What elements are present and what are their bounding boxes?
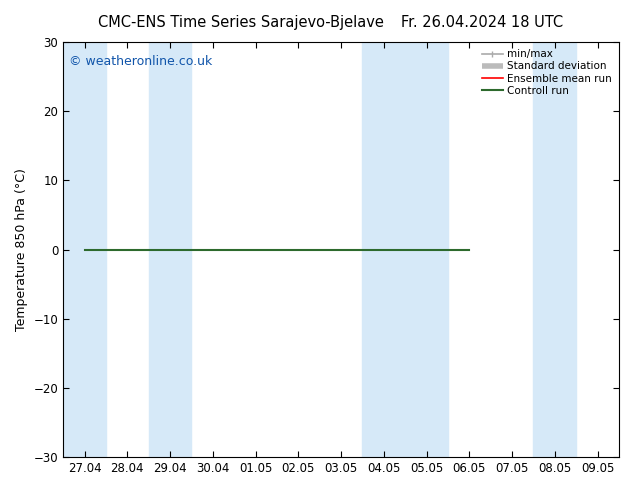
Legend: min/max, Standard deviation, Ensemble mean run, Controll run: min/max, Standard deviation, Ensemble me… (480, 47, 614, 98)
Bar (363, 42, 448, 457)
Text: © weatheronline.co.uk: © weatheronline.co.uk (68, 54, 212, 68)
Text: Fr. 26.04.2024 18 UTC: Fr. 26.04.2024 18 UTC (401, 15, 563, 30)
Bar (63, 42, 106, 457)
Y-axis label: Temperature 850 hPa (°C): Temperature 850 hPa (°C) (15, 168, 28, 331)
Bar (149, 42, 191, 457)
Bar (533, 42, 576, 457)
Text: CMC-ENS Time Series Sarajevo-Bjelave: CMC-ENS Time Series Sarajevo-Bjelave (98, 15, 384, 30)
